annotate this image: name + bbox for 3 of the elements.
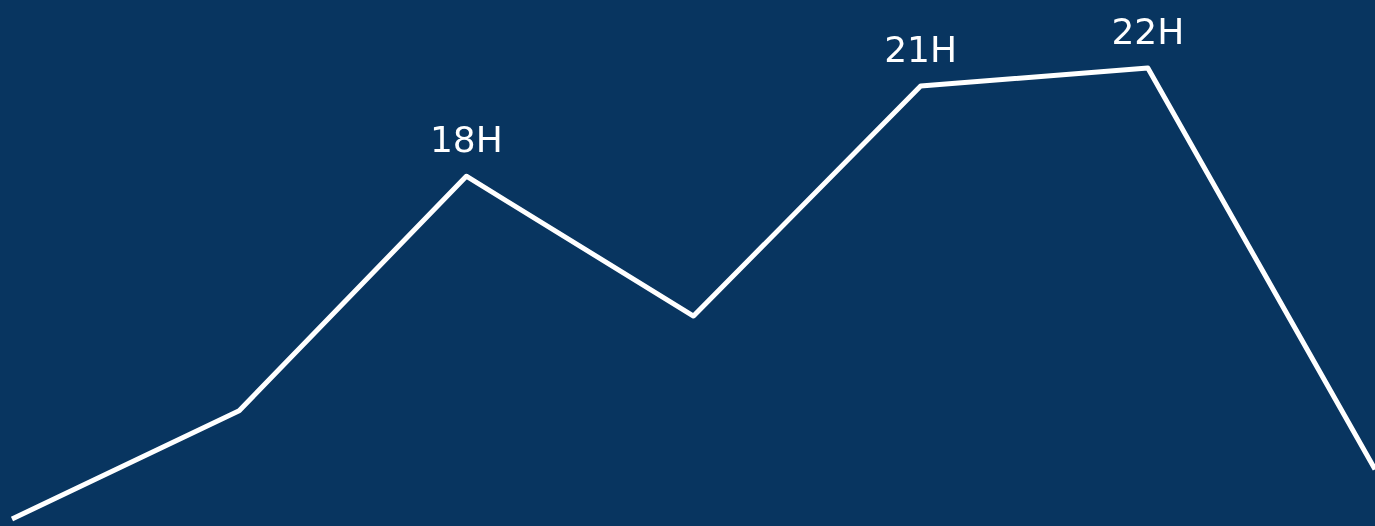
x-tick-label: 22H [1111,11,1185,52]
x-tick-label: 18H [429,119,503,161]
x-tick-label: 21H [884,29,958,71]
